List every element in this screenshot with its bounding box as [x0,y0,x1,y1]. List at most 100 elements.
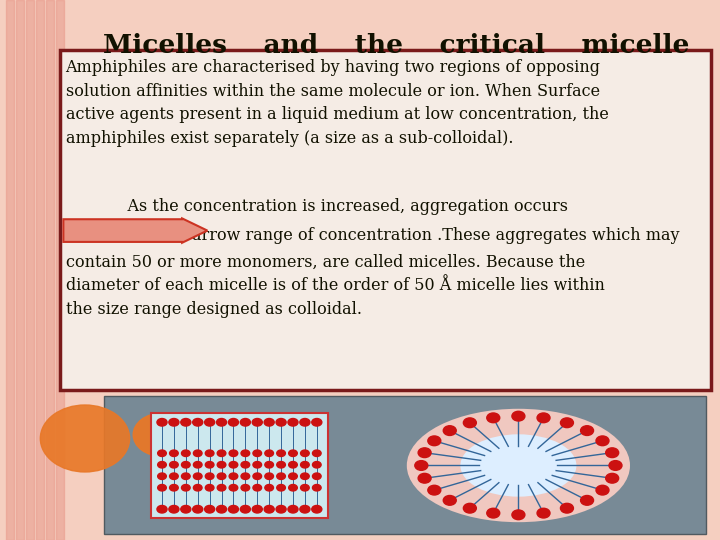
Circle shape [181,484,190,491]
Circle shape [418,448,431,457]
Circle shape [205,462,214,468]
Circle shape [312,462,321,468]
Circle shape [252,418,262,426]
Circle shape [229,450,238,456]
FancyBboxPatch shape [60,50,711,390]
Circle shape [194,462,202,468]
Circle shape [158,473,166,480]
Ellipse shape [460,434,577,497]
Circle shape [157,418,167,426]
Circle shape [217,450,226,456]
Circle shape [194,484,202,491]
Circle shape [240,418,251,426]
Circle shape [241,462,250,468]
Circle shape [312,505,322,513]
Circle shape [194,473,202,480]
Circle shape [181,418,191,426]
Circle shape [241,484,250,491]
Circle shape [158,450,166,456]
Text: Micelles    and    the    critical    micelle: Micelles and the critical micelle [103,33,689,58]
Circle shape [170,473,179,480]
Circle shape [204,418,215,426]
Circle shape [253,462,261,468]
Circle shape [217,418,227,426]
Circle shape [300,473,309,480]
Circle shape [252,505,262,513]
Circle shape [596,485,609,495]
Circle shape [580,496,593,505]
Circle shape [300,418,310,426]
Circle shape [158,484,166,491]
Circle shape [229,473,238,480]
Circle shape [253,484,261,491]
Circle shape [289,462,297,468]
FancyBboxPatch shape [151,413,328,518]
Circle shape [537,413,550,423]
Circle shape [40,405,130,472]
Circle shape [464,418,477,428]
Circle shape [312,450,321,456]
Circle shape [444,426,456,435]
Circle shape [512,411,525,421]
Circle shape [264,418,274,426]
Circle shape [289,450,297,456]
Circle shape [265,450,274,456]
Circle shape [217,505,227,513]
Bar [36,0,44,540]
Circle shape [300,505,310,513]
Circle shape [606,448,618,457]
Circle shape [169,418,179,426]
Circle shape [194,450,202,456]
Circle shape [253,450,261,456]
Text: contain 50 or more monomers, are called micelles. Because the
diameter of each m: contain 50 or more monomers, are called … [66,254,604,318]
FancyArrow shape [63,219,207,243]
Circle shape [487,413,500,423]
Circle shape [181,462,190,468]
Text: As the concentration is increased, aggregation occurs: As the concentration is increased, aggre… [66,198,567,215]
Circle shape [606,474,618,483]
Circle shape [170,462,179,468]
Circle shape [229,484,238,491]
Circle shape [560,418,573,428]
Circle shape [170,450,179,456]
Circle shape [265,473,274,480]
Bar [6,0,14,540]
Circle shape [580,426,593,435]
Circle shape [181,505,191,513]
Circle shape [300,450,309,456]
Circle shape [537,508,550,518]
Circle shape [265,484,274,491]
Circle shape [276,484,285,491]
Circle shape [205,484,214,491]
Circle shape [205,450,214,456]
Circle shape [181,450,190,456]
Circle shape [300,484,309,491]
Text: arrow range of concentration .These aggregates which may: arrow range of concentration .These aggr… [192,227,679,244]
Circle shape [596,436,609,446]
Circle shape [253,473,261,480]
Bar [46,0,54,540]
Circle shape [512,510,525,519]
Circle shape [444,496,456,505]
Ellipse shape [407,409,630,522]
Circle shape [428,485,441,495]
Circle shape [312,418,322,426]
Circle shape [560,503,573,513]
Circle shape [217,473,226,480]
Circle shape [228,418,238,426]
Circle shape [193,505,203,513]
Circle shape [276,505,286,513]
Circle shape [170,484,179,491]
Circle shape [276,462,285,468]
Circle shape [240,505,251,513]
Circle shape [169,505,179,513]
Circle shape [217,462,226,468]
Circle shape [312,484,321,491]
Circle shape [217,484,226,491]
Circle shape [181,473,190,480]
FancyBboxPatch shape [104,396,706,534]
Circle shape [289,484,297,491]
Circle shape [157,505,167,513]
Circle shape [276,418,286,426]
Circle shape [228,505,238,513]
